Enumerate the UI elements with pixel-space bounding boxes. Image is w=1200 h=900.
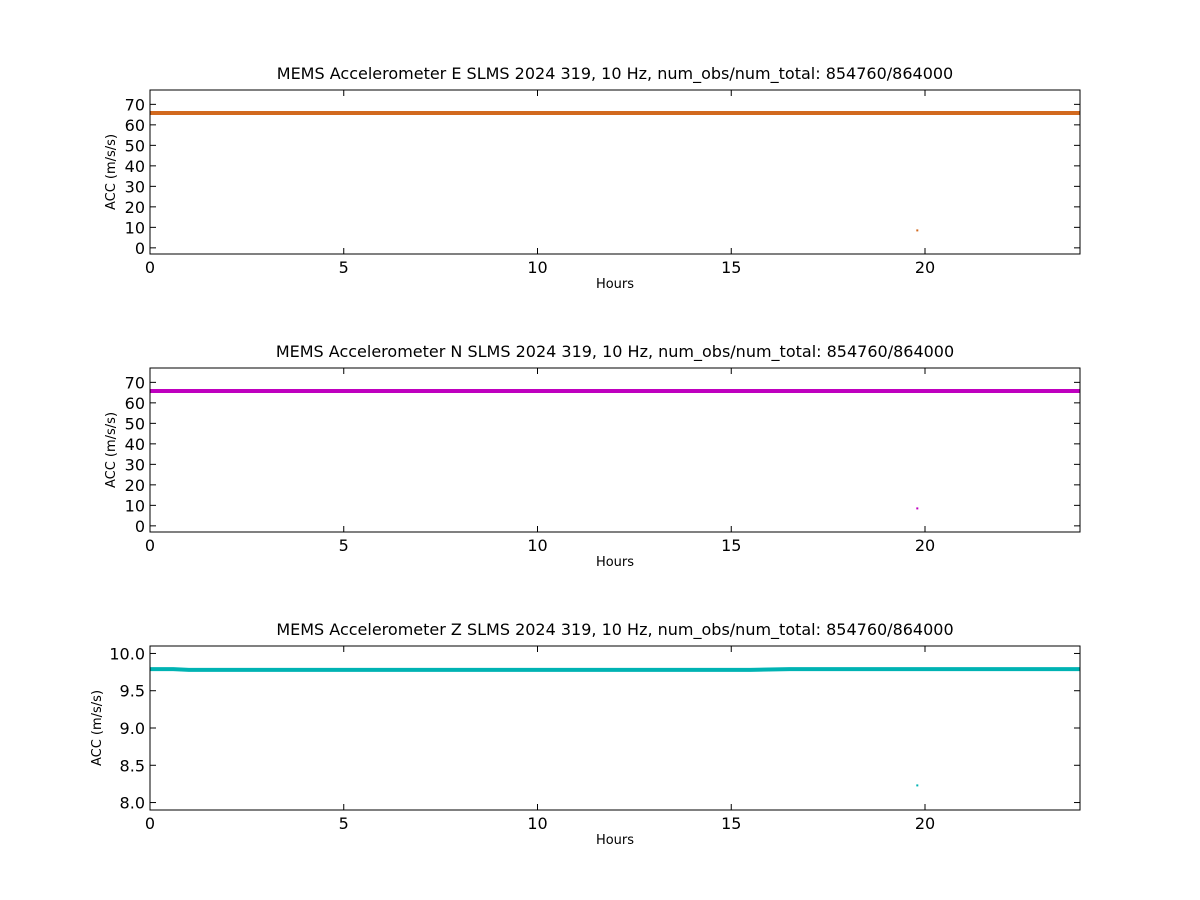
chart-title-north: MEMS Accelerometer N SLMS 2024 319, 10 H…	[276, 342, 954, 362]
y-tick-label-vertical-0: 8.0	[120, 794, 145, 813]
x-tick-label-vertical-0: 0	[145, 814, 155, 833]
series-line-vertical	[150, 667, 1080, 672]
y-axis-label-vertical: ACC (m/s/s)	[90, 690, 105, 766]
chart-panel-north: MEMS Accelerometer N SLMS 2024 319, 10 H…	[104, 342, 1081, 570]
y-tick-label-north-6: 60	[125, 394, 145, 413]
y-tick-label-east-1: 10	[125, 218, 145, 237]
y-tick-label-east-6: 60	[125, 116, 145, 135]
x-tick-label-vertical-3: 15	[721, 814, 741, 833]
y-tick-label-vertical-1: 8.5	[120, 756, 145, 775]
chart-panel-vertical: MEMS Accelerometer Z SLMS 2024 319, 10 H…	[90, 620, 1081, 848]
outlier-point-vertical-0	[916, 784, 919, 787]
y-tick-label-east-5: 50	[125, 136, 145, 155]
y-tick-label-east-0: 0	[135, 239, 145, 258]
x-tick-label-vertical-1: 5	[339, 814, 349, 833]
x-tick-label-east-4: 20	[915, 258, 935, 277]
x-tick-label-north-3: 15	[721, 536, 741, 555]
plot-frame-north	[149, 367, 1081, 533]
outlier-point-east-0	[916, 229, 919, 232]
y-axis-label-east: ACC (m/s/s)	[104, 134, 119, 210]
x-tick-label-east-0: 0	[145, 258, 155, 277]
y-tick-label-north-1: 10	[125, 496, 145, 515]
x-tick-label-east-1: 5	[339, 258, 349, 277]
y-tick-label-vertical-3: 9.5	[120, 682, 145, 701]
plot-frame-east	[149, 89, 1081, 255]
y-axis-label-north: ACC (m/s/s)	[104, 412, 119, 488]
x-axis-label-east: Hours	[596, 277, 634, 292]
x-tick-label-vertical-2: 10	[527, 814, 547, 833]
x-tick-label-north-4: 20	[915, 536, 935, 555]
chart-title-vertical: MEMS Accelerometer Z SLMS 2024 319, 10 H…	[276, 620, 953, 640]
y-tick-label-north-4: 40	[125, 435, 145, 454]
x-tick-label-east-3: 15	[721, 258, 741, 277]
chart-title-east: MEMS Accelerometer E SLMS 2024 319, 10 H…	[277, 64, 953, 84]
y-tick-label-east-3: 30	[125, 177, 145, 196]
x-tick-label-north-1: 5	[339, 536, 349, 555]
y-tick-label-vertical-2: 9.0	[120, 719, 145, 738]
y-tick-label-north-3: 30	[125, 455, 145, 474]
x-tick-label-vertical-4: 20	[915, 814, 935, 833]
y-tick-label-north-2: 20	[125, 476, 145, 495]
chart-panel-east: MEMS Accelerometer E SLMS 2024 319, 10 H…	[104, 64, 1081, 292]
x-tick-label-north-2: 10	[527, 536, 547, 555]
x-axis-label-vertical: Hours	[596, 833, 634, 848]
y-tick-label-vertical-4: 10.0	[109, 644, 145, 663]
y-tick-label-north-7: 70	[125, 373, 145, 392]
x-tick-label-east-2: 10	[527, 258, 547, 277]
y-tick-label-north-5: 50	[125, 414, 145, 433]
x-axis-label-north: Hours	[596, 555, 634, 570]
y-tick-label-north-0: 0	[135, 517, 145, 536]
x-tick-label-north-0: 0	[145, 536, 155, 555]
outlier-point-north-0	[916, 507, 919, 510]
y-tick-label-east-7: 70	[125, 95, 145, 114]
y-tick-label-east-2: 20	[125, 198, 145, 217]
y-tick-label-east-4: 40	[125, 157, 145, 176]
